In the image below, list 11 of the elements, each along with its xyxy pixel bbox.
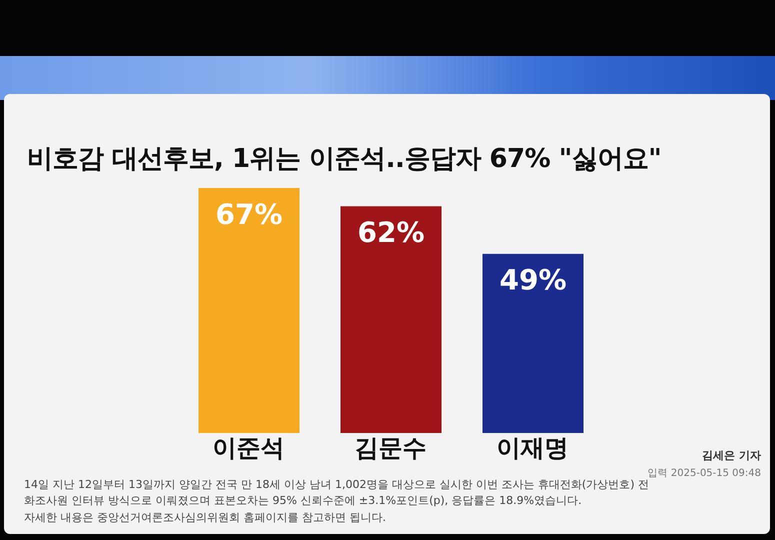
text: 입력 2025-05-15 09:48 bbox=[648, 467, 761, 480]
x-tick-label: 이재명 bbox=[496, 434, 568, 462]
x-tick-label: 김문수 bbox=[354, 434, 426, 462]
chart-title: 비호감 대선후보, 1위는 이준석..응답자 67% "싫어요" bbox=[27, 143, 662, 176]
x-tick-label: 이준석 bbox=[212, 434, 284, 462]
data-label: 62% bbox=[357, 216, 425, 250]
data-label: 49% bbox=[499, 264, 567, 297]
data-label: 67% bbox=[215, 198, 283, 231]
text: 14일 지난 12일부터 13일까지 양일간 전국 만 18세 이상 남녀 1,002명을 대상으로 실시한 이번 조사는 휴대전화(가상번호) 전화조사원 인터뷰 방식으로 이뤄졌으며 표본오차는 95% 신뢰수준에 ±3.1%포인트(p), 응답률은 18.9%였습니다. bbox=[24, 478, 650, 509]
text: 자세한 내용은 중앙선거여론조사심의위원회 홈페이지를 참고하면 됩니다. bbox=[24, 510, 387, 526]
text: 김세은 기자 bbox=[702, 448, 761, 463]
